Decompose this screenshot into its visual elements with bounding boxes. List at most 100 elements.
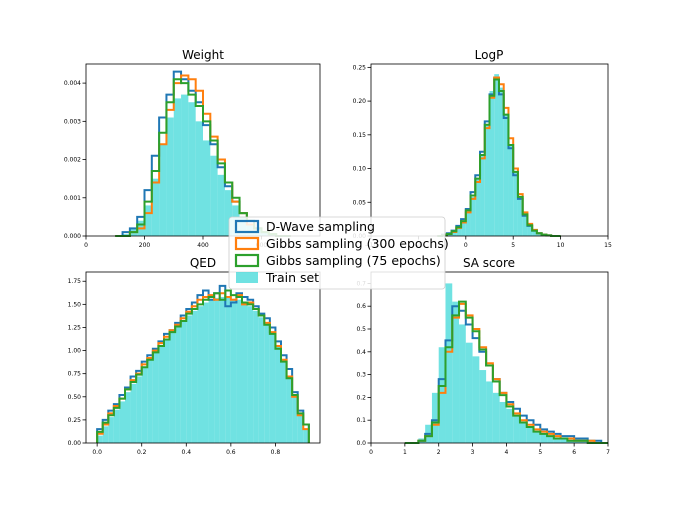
bar-qed-train-set-37 (303, 429, 309, 443)
panel-title-logp: LogP (475, 48, 504, 62)
bar-sa-score-train-set-22 (553, 438, 561, 443)
marks-qed (96, 284, 310, 443)
bar-qed-train-set-22 (219, 296, 226, 443)
bar-qed-train-set-17 (191, 310, 198, 443)
series-qed-gibbs-sampling-75-epochs (96, 289, 310, 443)
panel-title-weight: Weight (182, 48, 224, 62)
ytick-label-sa-score-4: 0.4 (356, 349, 366, 356)
ytick-label-weight-4: 0.004 (64, 80, 81, 87)
legend-handle-gibbs75 (234, 253, 260, 268)
bar-qed-train-set-27 (247, 306, 254, 443)
bar-qed-train-set-8 (141, 367, 148, 443)
bar-qed-train-set-34 (286, 376, 293, 443)
bar-logp-train-set-3 (451, 231, 457, 236)
bar-sa-score-train-set-19 (533, 431, 541, 443)
legend-handle-dwave (234, 219, 260, 234)
bar-sa-score-train-set-8 (459, 324, 466, 443)
bar-logp-train-set-15 (508, 144, 514, 236)
bar-qed-train-set-7 (136, 376, 142, 443)
bar-qed-train-set-29 (258, 317, 265, 443)
xtick-label-sa-score-4: 4 (505, 449, 509, 456)
bar-weight-train-set-14 (217, 174, 225, 236)
ytick-label-sa-score-1: 0.1 (356, 417, 366, 424)
bar-qed-train-set-25 (236, 299, 242, 443)
ytick-label-qed-4: 1.00 (68, 348, 82, 355)
bar-weight-train-set-11 (195, 121, 203, 236)
xtick-label-logp-5: 15 (604, 242, 612, 249)
bar-logp-train-set-17 (517, 196, 523, 236)
bar-qed-train-set-19 (203, 302, 209, 443)
bar-qed-train-set-11 (158, 345, 164, 443)
xtick-label-logp-4: 10 (557, 242, 565, 249)
ytick-label-weight-0: 0.000 (64, 233, 81, 240)
bar-logp-train-set-18 (522, 214, 528, 236)
bar-logp-train-set-20 (532, 230, 537, 236)
bar-logp-train-set-16 (513, 171, 518, 236)
bar-sa-score-train-set-20 (540, 433, 548, 443)
bar-weight-train-set-7 (166, 117, 174, 236)
bar-logp-train-set-19 (527, 225, 533, 236)
legend-label-dwave: D-Wave sampling (266, 219, 375, 234)
bar-qed-train-set-26 (242, 302, 248, 443)
bar-logp-train-set-9 (480, 155, 485, 236)
axes-frame-qed (85, 271, 321, 444)
bar-logp-train-set-2 (446, 233, 452, 236)
bar-sa-score-train-set-9 (465, 342, 473, 443)
bar-weight-train-set-13 (210, 155, 218, 236)
bar-weight-train-set-4 (144, 205, 152, 236)
xtick-label-logp-2: 0 (464, 242, 468, 249)
bar-sa-score-train-set-18 (526, 427, 534, 443)
ytick-label-logp-3: 0.15 (353, 132, 367, 139)
bar-sa-score-train-set-24 (567, 440, 575, 443)
bar-qed-train-set-23 (225, 296, 231, 443)
xtick-label-sa-score-1: 1 (403, 449, 407, 456)
bar-weight-train-set-12 (203, 140, 211, 236)
bar-sa-score-train-set-13 (492, 392, 500, 443)
bar-qed-train-set-24 (230, 298, 237, 443)
bar-qed-train-set-20 (208, 299, 215, 443)
xtick-label-weight-0: 0 (84, 242, 88, 249)
xtick-label-sa-score-7: 7 (606, 449, 610, 456)
bar-qed-train-set-13 (169, 332, 176, 443)
xtick-label-weight-1: 200 (139, 242, 151, 249)
bar-logp-train-set-10 (484, 124, 490, 236)
ytick-label-logp-1: 0.05 (353, 199, 367, 206)
series-qed-d-wave-sampling (96, 284, 310, 443)
legend-label-gibbs300: Gibbs sampling (300 epochs) (266, 236, 449, 251)
ytick-label-weight-3: 0.003 (64, 118, 81, 125)
bar-logp-train-set-12 (494, 74, 499, 237)
xtick-label-sa-score-2: 2 (437, 449, 441, 456)
xtick-label-sa-score-3: 3 (471, 449, 475, 456)
bar-logp-train-set-21 (536, 233, 542, 236)
ytick-label-qed-7: 1.75 (68, 278, 82, 285)
bar-weight-train-set-10 (188, 102, 196, 236)
bar-qed-train-set-32 (275, 345, 281, 443)
legend: D-Wave sampling Gibbs sampling (300 epoc… (228, 216, 449, 290)
bar-logp-train-set-6 (465, 211, 471, 236)
bar-weight-train-set-15 (224, 190, 233, 236)
bar-sa-score-train-set-15 (506, 408, 514, 443)
bar-sa-score-train-set-4 (431, 392, 439, 443)
bar-qed-train-set-21 (214, 297, 220, 443)
bar-qed-train-set-12 (164, 338, 170, 443)
ytick-label-sa-score-0: 0.0 (356, 440, 366, 447)
ytick-label-sa-score-3: 0.3 (356, 372, 366, 379)
bar-logp-train-set-8 (475, 178, 481, 236)
ytick-label-qed-6: 1.50 (68, 301, 82, 308)
ytick-label-logp-4: 0.20 (353, 98, 367, 105)
bar-qed-train-set-31 (269, 333, 276, 443)
bar-logp-train-set-11 (489, 90, 495, 236)
bar-sa-score-train-set-11 (479, 370, 487, 443)
xtick-label-weight-2: 400 (197, 242, 209, 249)
bar-qed-train-set-3 (113, 409, 120, 443)
bar-qed-train-set-16 (186, 315, 192, 443)
panel-sa-score: SA score 012345670.00.10.20.30.40.50.60.… (356, 256, 610, 456)
xtick-label-sa-score-6: 6 (572, 449, 576, 456)
ytick-label-qed-5: 1.25 (68, 324, 82, 331)
bar-sa-score-train-set-12 (486, 381, 493, 443)
bar-sa-score-train-set-17 (519, 422, 527, 443)
bar-qed-train-set-28 (253, 310, 259, 443)
bar-sa-score-train-set-7 (452, 301, 460, 443)
legend-label-train: Train set (265, 270, 319, 285)
axes-frame-logp (370, 63, 609, 237)
